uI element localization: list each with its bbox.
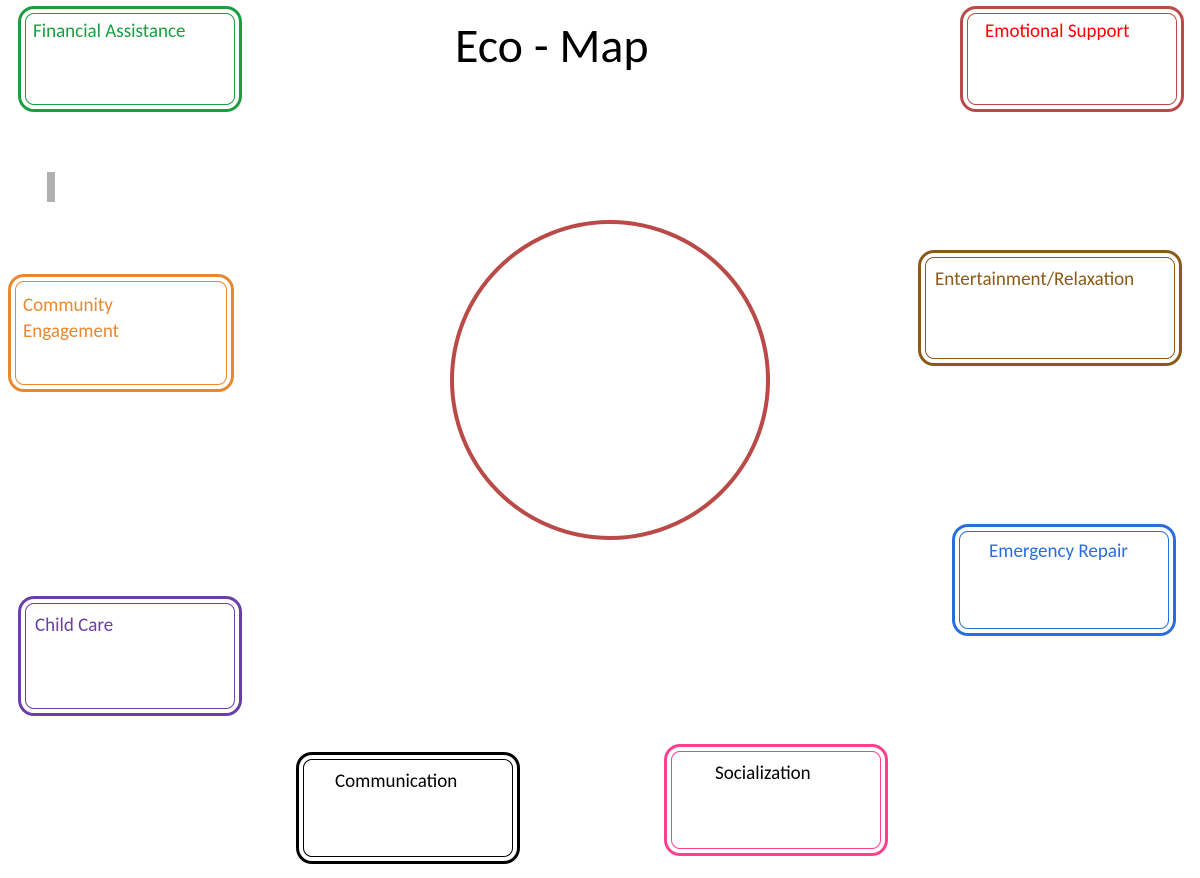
box-emergency-repair: Emergency Repair xyxy=(952,524,1176,636)
box-emotional-support: Emotional Support xyxy=(960,6,1184,112)
box-label-community-engagement: Community Engagement xyxy=(23,293,119,344)
box-community-engagement: Community Engagement xyxy=(8,274,234,392)
text-cursor-mark xyxy=(47,172,55,202)
box-socialization: Socialization xyxy=(664,744,888,856)
box-label-emergency-repair: Emergency Repair xyxy=(989,539,1128,565)
box-communication: Communication xyxy=(296,752,520,864)
page-title: Eco - Map xyxy=(455,16,649,75)
box-label-entertainment-relaxation: Entertainment/Relaxation xyxy=(935,267,1134,293)
box-label-socialization: Socialization xyxy=(715,761,811,787)
box-label-emotional-support: Emotional Support xyxy=(985,19,1130,45)
box-entertainment-relaxation: Entertainment/Relaxation xyxy=(918,250,1182,366)
box-child-care: Child Care xyxy=(18,596,242,716)
center-circle xyxy=(450,220,770,540)
box-financial-assistance: Financial Assistance xyxy=(18,6,242,112)
box-label-child-care: Child Care xyxy=(35,613,113,639)
box-label-financial-assistance: Financial Assistance xyxy=(33,19,185,45)
box-label-communication: Communication xyxy=(335,769,457,795)
